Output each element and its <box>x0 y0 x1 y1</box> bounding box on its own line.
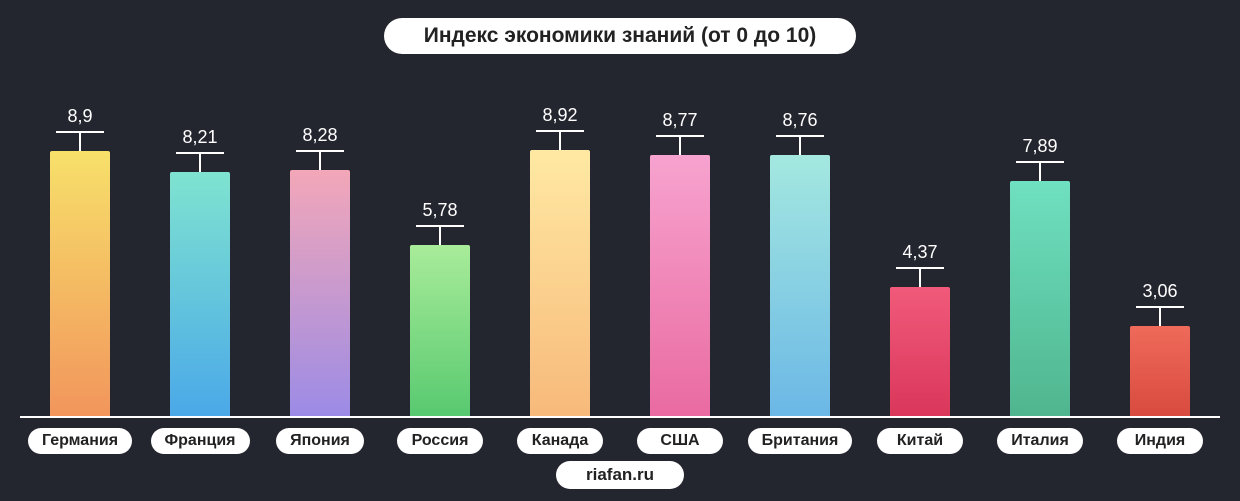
category-slot: Италия <box>980 428 1100 454</box>
bar-slot: 8,9 <box>20 68 140 418</box>
error-cap <box>56 131 104 133</box>
value-label: 3,06 <box>1142 281 1177 302</box>
value-label: 8,92 <box>542 105 577 126</box>
category-label: Китай <box>877 428 963 454</box>
source-label: riafan.ru <box>556 461 684 489</box>
error-cap <box>416 225 464 227</box>
error-stem <box>559 132 561 150</box>
bar <box>410 245 470 418</box>
bar <box>290 170 350 418</box>
bar <box>890 287 950 418</box>
value-label: 8,76 <box>782 110 817 131</box>
category-slot: Индия <box>1100 428 1220 454</box>
error-cap <box>776 135 824 137</box>
error-cap <box>176 152 224 154</box>
error-stem <box>799 137 801 155</box>
bar-slot: 7,89 <box>980 68 1100 418</box>
knowledge-economy-chart: Индекс экономики знаний (от 0 до 10) 8,9… <box>20 12 1220 489</box>
error-cap <box>656 135 704 137</box>
title-row: Индекс экономики знаний (от 0 до 10) <box>20 12 1220 54</box>
bar-slot: 3,06 <box>1100 68 1220 418</box>
category-label: Канада <box>517 428 603 454</box>
bar <box>1130 326 1190 418</box>
category-slot: Франция <box>140 428 260 454</box>
category-label: Япония <box>276 428 364 454</box>
category-label: Индия <box>1117 428 1203 454</box>
bar <box>50 151 110 418</box>
value-label: 8,21 <box>182 127 217 148</box>
error-cap <box>1016 161 1064 163</box>
bar-slot: 8,21 <box>140 68 260 418</box>
x-axis-baseline <box>20 416 1220 418</box>
category-label: Германия <box>28 428 132 454</box>
source-row: riafan.ru <box>20 461 1220 489</box>
error-cap <box>536 130 584 132</box>
error-stem <box>439 227 441 245</box>
chart-title: Индекс экономики знаний (от 0 до 10) <box>384 18 857 54</box>
value-label: 8,9 <box>67 106 92 127</box>
categories-row: Германия Франция Япония Россия Канада США Брит… <box>20 428 1220 454</box>
value-label: 8,28 <box>302 125 337 146</box>
error-stem <box>1039 163 1041 181</box>
bar-slot: 8,92 <box>500 68 620 418</box>
bar <box>1010 181 1070 418</box>
bar-slot: 5,78 <box>380 68 500 418</box>
category-slot: Китай <box>860 428 980 454</box>
category-slot: Россия <box>380 428 500 454</box>
error-cap <box>296 150 344 152</box>
error-stem <box>199 154 201 172</box>
category-slot: Япония <box>260 428 380 454</box>
value-label: 7,89 <box>1022 136 1057 157</box>
category-label: США <box>637 428 723 454</box>
bar-slot: 8,28 <box>260 68 380 418</box>
bars-container: 8,9 8,21 8,28 5,78 8,92 8,77 8,76 4,37 7,89 3,06 <box>20 68 1220 418</box>
plot-area: 8,9 8,21 8,28 5,78 8,92 8,77 8,76 4,37 7,89 3,06 <box>20 68 1220 418</box>
bar-slot: 8,76 <box>740 68 860 418</box>
bar <box>650 155 710 418</box>
bar <box>770 155 830 418</box>
error-cap <box>1136 306 1184 308</box>
bar <box>170 172 230 418</box>
error-stem <box>919 269 921 287</box>
error-cap <box>896 267 944 269</box>
error-stem <box>1159 308 1161 326</box>
value-label: 4,37 <box>902 242 937 263</box>
bar-slot: 8,77 <box>620 68 740 418</box>
error-stem <box>319 152 321 170</box>
category-slot: Канада <box>500 428 620 454</box>
bar <box>530 150 590 418</box>
bar-slot: 4,37 <box>860 68 980 418</box>
category-slot: США <box>620 428 740 454</box>
error-stem <box>679 137 681 155</box>
category-slot: Британия <box>740 428 860 454</box>
category-label: Британия <box>748 428 853 454</box>
value-label: 8,77 <box>662 110 697 131</box>
error-stem <box>79 133 81 151</box>
category-label: Франция <box>151 428 250 454</box>
category-slot: Германия <box>20 428 140 454</box>
value-label: 5,78 <box>422 200 457 221</box>
category-label: Италия <box>997 428 1083 454</box>
category-label: Россия <box>397 428 483 454</box>
